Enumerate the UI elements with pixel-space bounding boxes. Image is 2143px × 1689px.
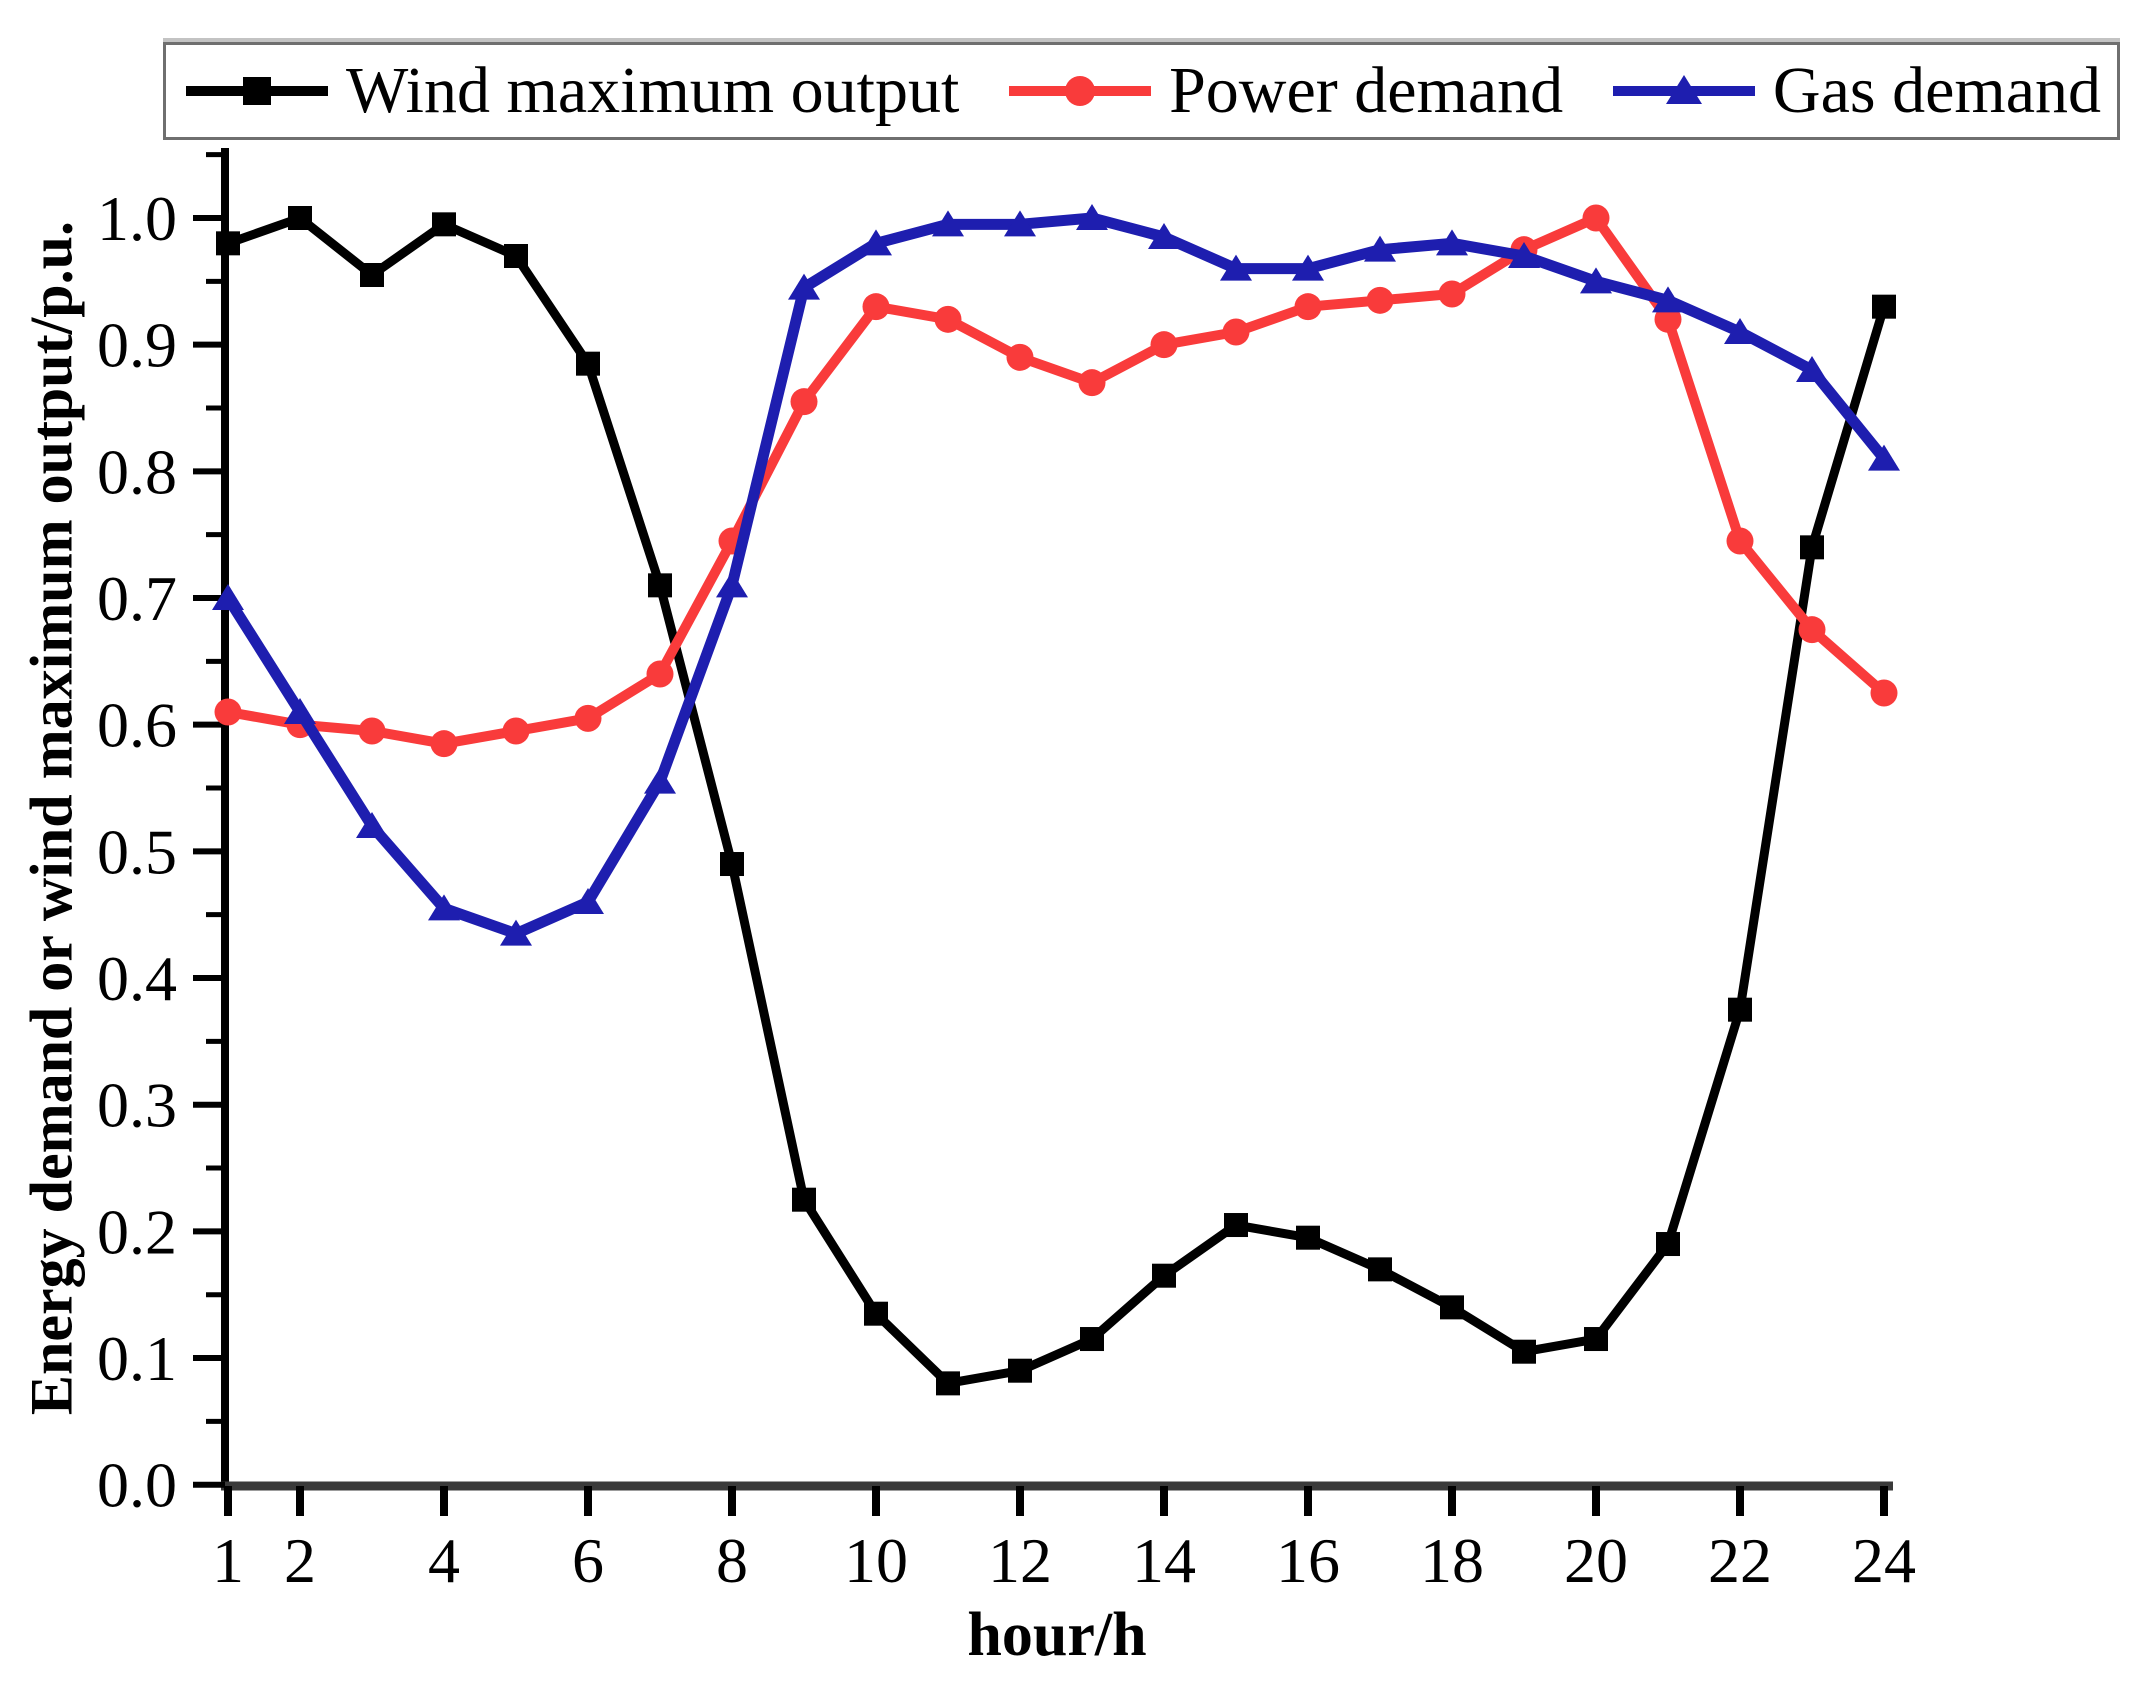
- legend-label-power: Power demand: [1169, 54, 1564, 127]
- svg-text:12: 12: [988, 1525, 1052, 1596]
- legend-label-wind: Wind maximum output: [346, 54, 960, 127]
- svg-text:0.4: 0.4: [97, 943, 177, 1014]
- wind-maximum-output-series: [216, 206, 1896, 1396]
- x-axis-title: hour/h: [967, 1601, 1147, 1669]
- svg-text:0.2: 0.2: [97, 1196, 177, 1267]
- legend-label-gas: Gas demand: [1772, 54, 2101, 127]
- svg-text:6: 6: [572, 1525, 604, 1596]
- legend-item-wind-maximum-output: Wind maximum output: [182, 58, 959, 124]
- power-demand-series: [214, 204, 1898, 758]
- svg-text:0.9: 0.9: [97, 310, 177, 381]
- svg-text:0.7: 0.7: [97, 563, 177, 634]
- svg-text:0.1: 0.1: [97, 1323, 177, 1394]
- svg-text:1.0: 1.0: [97, 183, 177, 254]
- svg-text:16: 16: [1276, 1525, 1340, 1596]
- svg-text:14: 14: [1132, 1525, 1196, 1596]
- svg-text:10: 10: [844, 1525, 908, 1596]
- svg-text:8: 8: [716, 1525, 748, 1596]
- svg-text:0.0: 0.0: [97, 1450, 177, 1521]
- svg-text:0.8: 0.8: [97, 436, 177, 507]
- power-series-marker-icon: [1005, 63, 1155, 119]
- svg-text:18: 18: [1420, 1525, 1484, 1596]
- svg-text:4: 4: [428, 1525, 460, 1596]
- svg-text:20: 20: [1564, 1525, 1628, 1596]
- y-axis-ticks: 0.0 0.1 0.2 0.3 0.4 0.5 0.6 0.7 0.8 0.9 1.0: [97, 152, 225, 1521]
- axes: [221, 148, 1893, 1491]
- x-axis-ticks: 1 2 4 6 8 10 12 14 16 18 20 22 24: [212, 1486, 1916, 1596]
- gas-demand-series: [212, 204, 1900, 946]
- legend-item-power-demand: Power demand: [1005, 58, 1563, 124]
- svg-text:0.5: 0.5: [97, 816, 177, 887]
- svg-text:2: 2: [284, 1525, 316, 1596]
- svg-text:0.3: 0.3: [97, 1070, 177, 1141]
- legend-item-gas-demand: Gas demand: [1609, 58, 2101, 124]
- wind-series-marker-icon: [182, 63, 332, 119]
- gas-series-marker-icon: [1609, 63, 1759, 119]
- svg-text:24: 24: [1852, 1525, 1916, 1596]
- legend: Wind maximum output Power demand Gas dem…: [163, 42, 2120, 140]
- svg-text:0.6: 0.6: [97, 690, 177, 761]
- y-axis-title: Energy demand or wind maximum output/p.u…: [18, 220, 85, 1416]
- svg-text:22: 22: [1708, 1525, 1772, 1596]
- svg-text:1: 1: [212, 1525, 244, 1596]
